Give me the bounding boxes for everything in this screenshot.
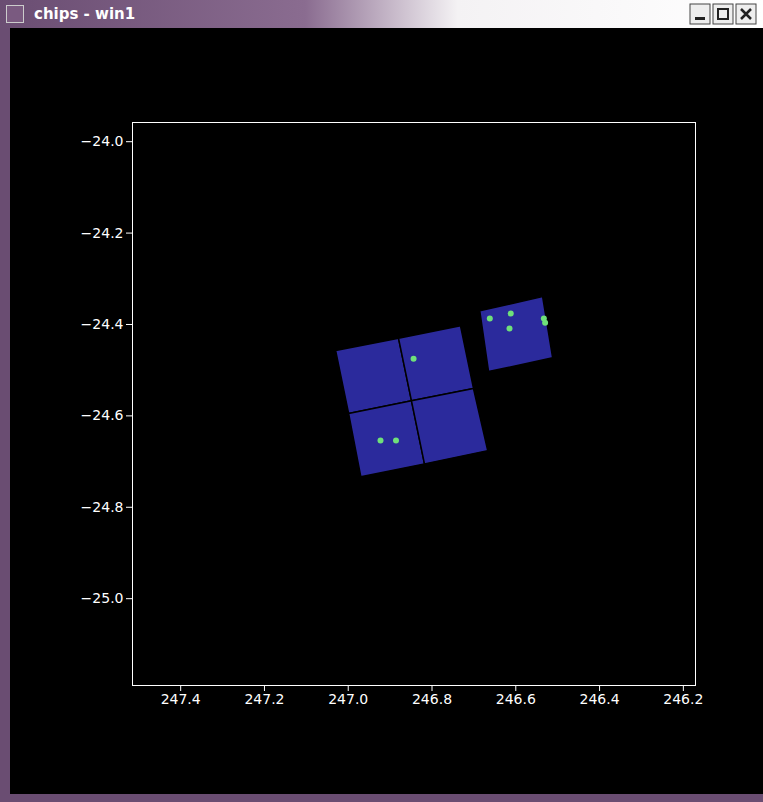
svg-text:−24.8: −24.8: [81, 499, 124, 515]
svg-text:−25.0: −25.0: [81, 590, 124, 606]
svg-text:247.0: 247.0: [328, 691, 368, 707]
svg-text:246.4: 246.4: [580, 691, 620, 707]
svg-text:246.6: 246.6: [496, 691, 536, 707]
html-text:chips - win1: chips - win1: [34, 5, 136, 23]
svg-text:246.2: 246.2: [663, 691, 703, 707]
svg-text:−24.4: −24.4: [81, 316, 124, 332]
svg-text:−24.6: −24.6: [81, 407, 124, 423]
svg-text:247.2: 247.2: [244, 691, 284, 707]
svg-text:−24.0: −24.0: [81, 133, 124, 149]
svg-text:−24.2: −24.2: [81, 225, 124, 241]
svg-text:246.8: 246.8: [412, 691, 452, 707]
svg-text:247.4: 247.4: [161, 691, 201, 707]
